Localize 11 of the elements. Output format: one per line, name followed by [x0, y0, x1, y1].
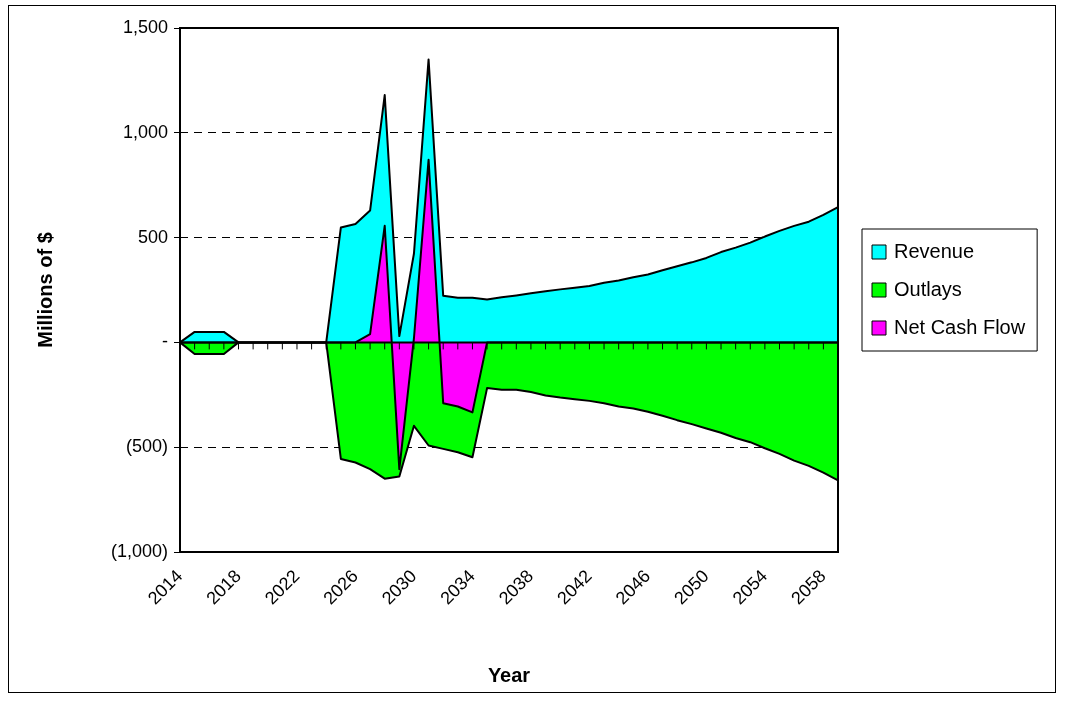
x-axis-title: Year — [487, 663, 531, 686]
y-tick-label: 1,500 — [122, 16, 168, 37]
y-tick-label: - — [162, 331, 168, 352]
y-tick-label: 1,000 — [122, 121, 168, 142]
legend-label: Outlays — [894, 277, 962, 300]
legend-label: Net Cash Flow — [894, 315, 1026, 338]
legend-label: Revenue — [894, 239, 975, 262]
y-tick-label: (1,000) — [110, 540, 168, 561]
y-tick-label: (500) — [125, 436, 168, 457]
y-axis-title: Millions of $ — [33, 232, 56, 348]
y-tick-label: 500 — [137, 226, 168, 247]
